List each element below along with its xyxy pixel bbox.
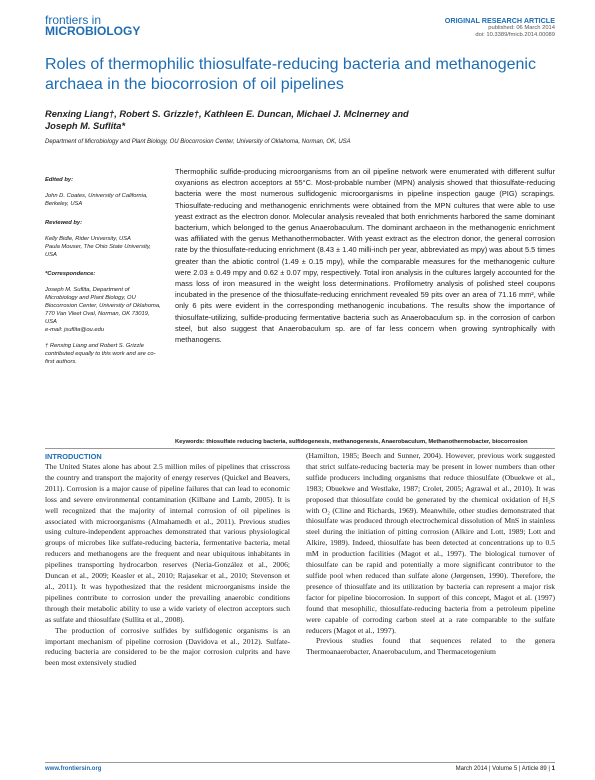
corr-label: *Correspondence: xyxy=(45,271,96,277)
keywords-label: Keywords: xyxy=(175,439,205,445)
title: Roles of thermophilic thiosulfate-reduci… xyxy=(45,56,536,93)
reviewed: Kelly Bidle, Rider University, USA Paula… xyxy=(45,236,151,258)
corr: Joseph M. Suflita, Department of Microbi… xyxy=(45,287,161,333)
paragraph: The United States alone has about 2.5 mi… xyxy=(45,462,290,624)
reviewed-label: Reviewed by: xyxy=(45,220,83,226)
footer-issue: March 2014 | Volume 5 | Article 89 | xyxy=(455,766,550,772)
keywords: Keywords: thiosulfate reducing bacteria,… xyxy=(175,438,555,446)
sidebar: Edited by: John D. Coates, University of… xyxy=(45,168,163,374)
published: published: 06 March 2014 xyxy=(488,25,555,31)
left-column: INTRODUCTION The United States alone has… xyxy=(45,451,290,669)
doi: doi: 10.3389/fmicb.2014.00089 xyxy=(475,32,555,38)
paragraph: Previous studies found that sequences re… xyxy=(306,636,555,657)
intro-heading: INTRODUCTION xyxy=(45,452,102,461)
logo-line2: MICROBIOLOGY xyxy=(45,24,141,38)
edited: John D. Coates, University of California… xyxy=(45,193,148,207)
article-type: ORIGINAL RESEARCH ARTICLE xyxy=(444,16,555,25)
logo: frontiers in MICROBIOLOGY xyxy=(45,13,141,38)
authors: Renxing Liang†, Robert S. Grizzle†, Kath… xyxy=(45,109,409,131)
footer-url: www.frontiersin.org xyxy=(45,766,102,772)
footer-rule xyxy=(45,762,555,763)
abstract: Thermophilic sulfide-producing microorga… xyxy=(175,167,555,345)
header-meta: ORIGINAL RESEARCH ARTICLE published: 06 … xyxy=(445,16,555,39)
edited-label: Edited by: xyxy=(45,177,74,183)
footer-info: March 2014 | Volume 5 | Article 89 | 1 xyxy=(456,766,555,772)
logo-line1: frontiers in xyxy=(45,13,102,27)
page-number: 1 xyxy=(551,766,555,772)
paragraph: The production of corrosive sulfides by … xyxy=(45,625,290,668)
affiliation: Department of Microbiology and Plant Bio… xyxy=(45,139,351,145)
rule xyxy=(45,448,555,449)
paragraph: (Hamilton, 1985; Beech and Sunner, 2004)… xyxy=(306,451,555,635)
right-column: (Hamilton, 1985; Beech and Sunner, 2004)… xyxy=(306,451,555,658)
keywords-text: thiosulfate reducing bacteria, sulfidoge… xyxy=(206,439,528,445)
note: † Renxing Liang and Robert S. Grizzle co… xyxy=(45,343,156,365)
